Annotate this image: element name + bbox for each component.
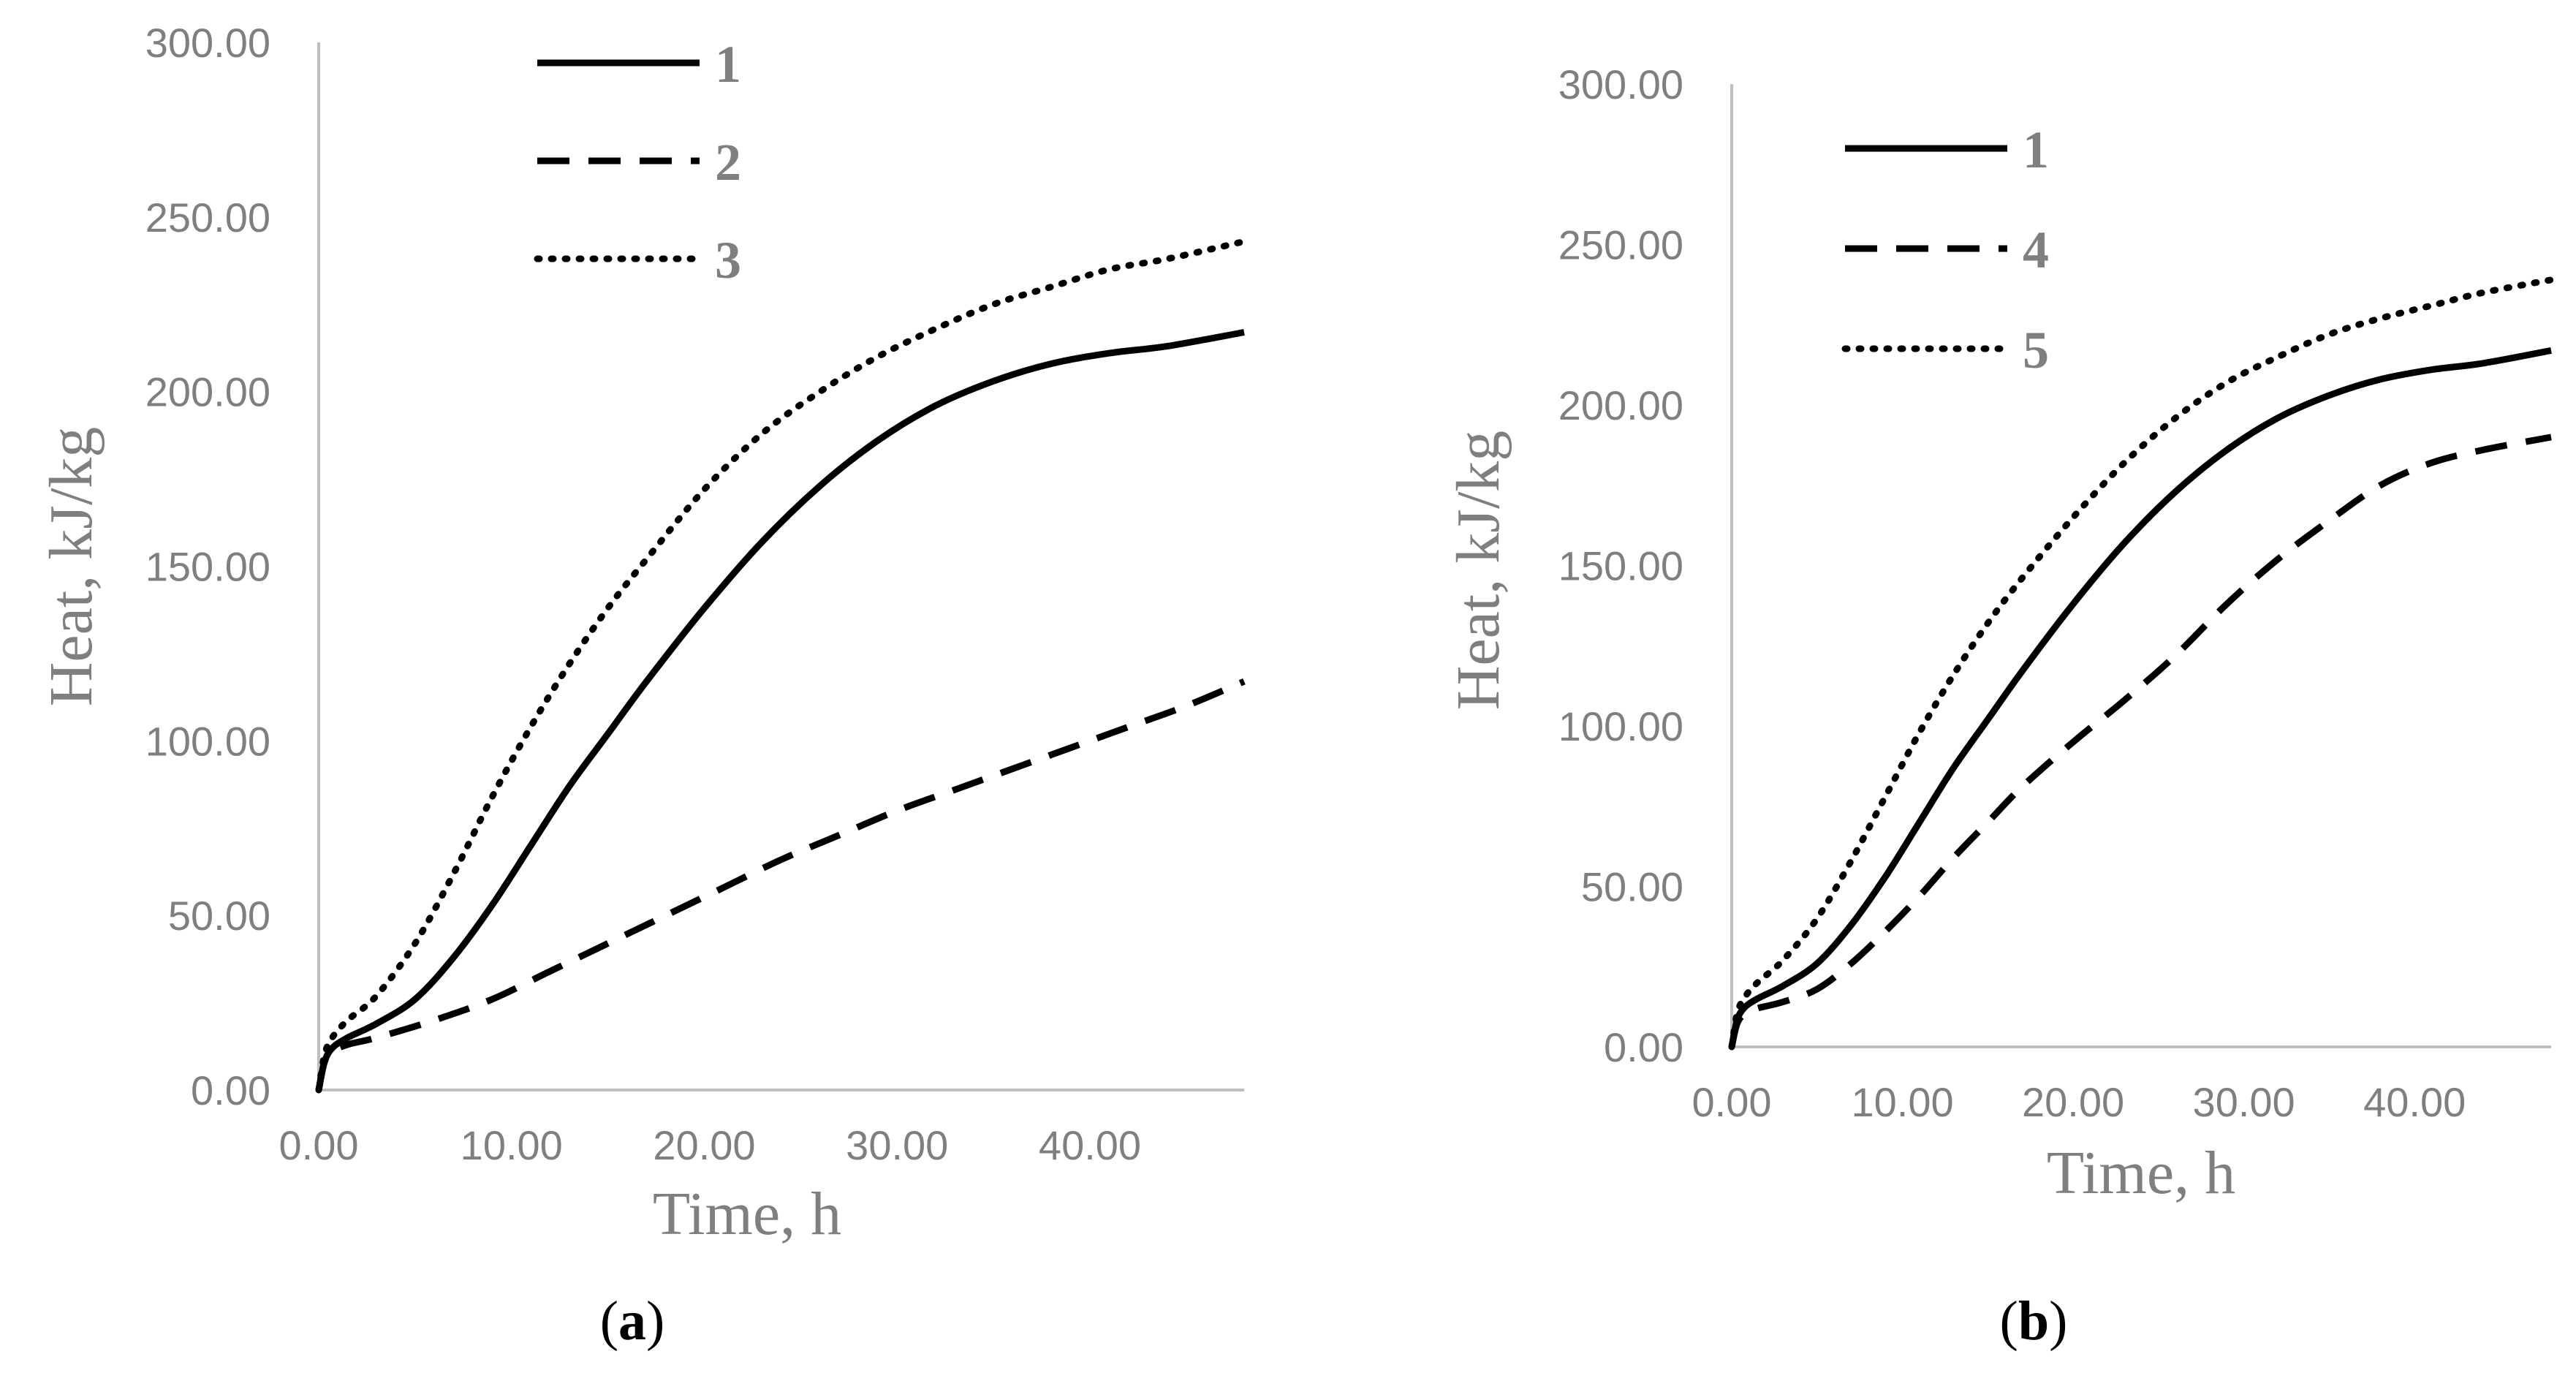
x-tick-label: 40.00 [2363, 1079, 2466, 1125]
legend: 1 2 3 [534, 35, 741, 290]
x-tick-label: 30.00 [2193, 1079, 2295, 1125]
y-tick-label: 300.00 [145, 20, 270, 66]
legend-label-3: 3 [715, 231, 741, 290]
x-axis-label: Time, h [2047, 1139, 2235, 1207]
y-axis-label: Heat, kJ/kg [37, 427, 105, 707]
panel-label-open-paren: ( [600, 1290, 618, 1352]
x-tick-label: 10.00 [1851, 1079, 1953, 1125]
series-line-5 [1728, 276, 2555, 1051]
panel-label-close-paren: ) [646, 1290, 664, 1352]
legend-label-1: 1 [2023, 121, 2049, 179]
y-tick-label: 50.00 [168, 893, 270, 939]
legend-label-5: 5 [2023, 321, 2049, 379]
y-tick-label: 0.00 [1604, 1024, 1683, 1070]
y-tick-label: 250.00 [145, 194, 270, 241]
x-tick-label: 0.00 [1692, 1079, 1772, 1125]
x-tick-label: 20.00 [653, 1122, 755, 1168]
series-line-2 [315, 678, 1246, 1091]
y-tick-label: 0.00 [191, 1067, 270, 1113]
y-tick-label: 150.00 [145, 544, 270, 590]
chart-panel-b: 0.0050.00100.00150.00200.00250.00300.00 … [1444, 61, 2555, 1352]
panel-label: (a) [600, 1290, 665, 1352]
x-tick-label: 30.00 [846, 1122, 948, 1168]
x-axis-label: Time, h [653, 1180, 841, 1248]
y-tick-label: 100.00 [1558, 703, 1683, 749]
y-tick-label: 200.00 [1558, 382, 1683, 428]
x-tick-label: 0.00 [279, 1122, 359, 1168]
legend: 1 4 5 [1841, 121, 2049, 379]
panel-label-open-paren: ( [2000, 1290, 2018, 1352]
panel-label: (b) [2000, 1290, 2068, 1352]
chart-panel-a: 0.0050.00100.00150.00200.00250.00300.00 … [37, 20, 1248, 1352]
series-line-1 [315, 329, 1245, 1091]
x-tick-label: 20.00 [2022, 1079, 2124, 1125]
legend-label-4: 4 [2023, 221, 2049, 279]
y-axis-label: Heat, kJ/kg [1444, 431, 1512, 711]
x-tick-label: 40.00 [1039, 1122, 1141, 1168]
y-tick-label: 100.00 [145, 718, 270, 764]
series-line-3 [315, 238, 1248, 1094]
panel-label-letter: b [2018, 1290, 2049, 1352]
y-tick-label: 250.00 [1558, 222, 1683, 268]
series-line-4 [1728, 434, 2552, 1048]
y-tick-label: 300.00 [1558, 61, 1683, 107]
y-tick-label: 200.00 [145, 369, 270, 415]
y-tick-label: 150.00 [1558, 543, 1683, 589]
panel-label-letter: a [618, 1290, 646, 1352]
legend-label-1: 1 [715, 35, 741, 94]
series-line-1 [1728, 347, 2552, 1048]
y-tick-label: 50.00 [1581, 864, 1683, 910]
panel-label-close-paren: ) [2049, 1290, 2067, 1352]
x-tick-label: 10.00 [461, 1122, 563, 1168]
legend-label-2: 2 [715, 133, 741, 192]
